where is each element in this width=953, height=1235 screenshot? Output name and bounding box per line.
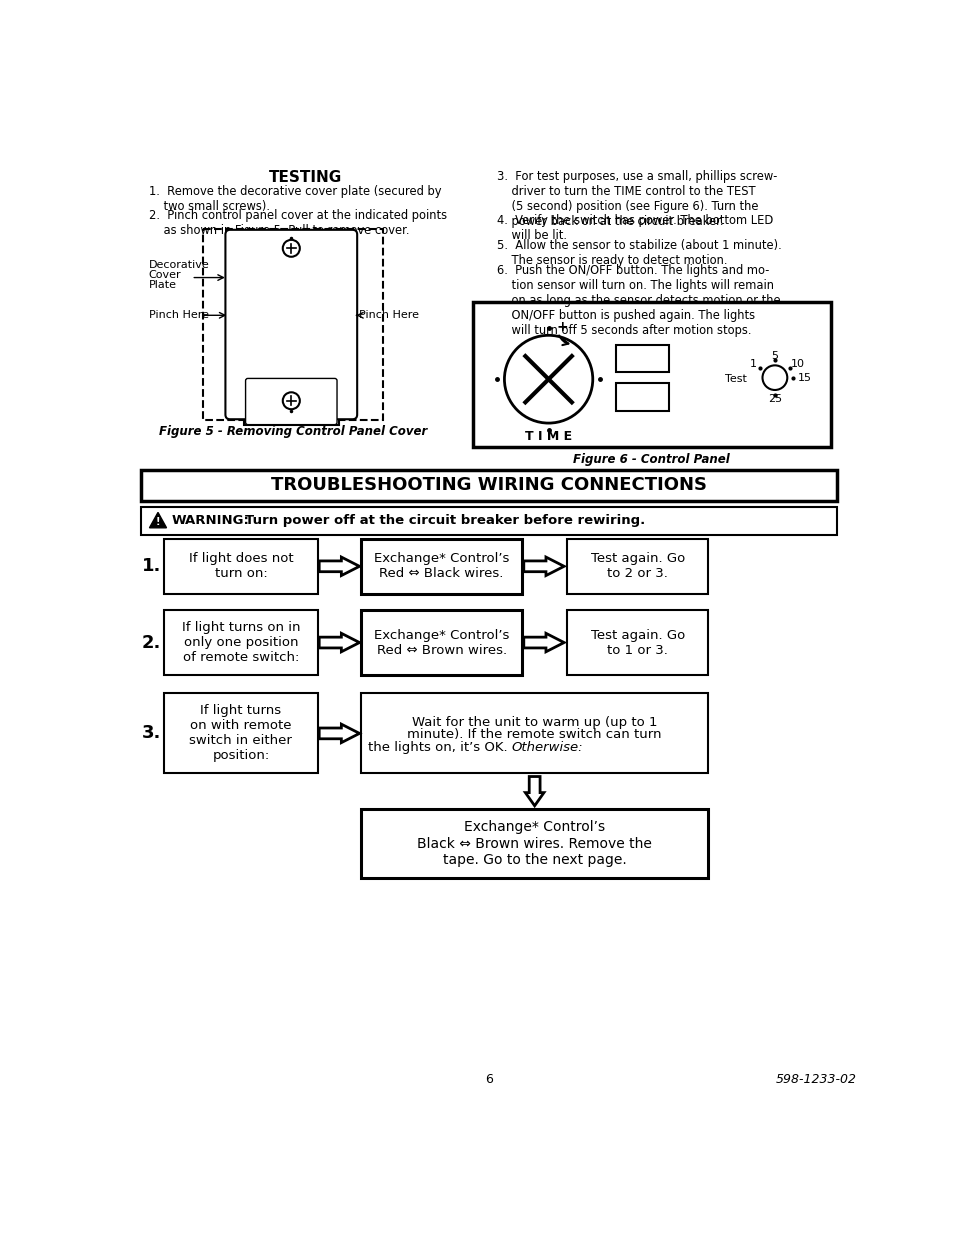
Text: 10: 10 (790, 359, 804, 369)
Bar (616, 383, 668, 411)
Text: 2.: 2. (142, 634, 161, 652)
Polygon shape (319, 557, 359, 576)
Text: 2.  Pinch control panel cover at the indicated points
    as shown in Figure 5. : 2. Pinch control panel cover at the indi… (149, 209, 446, 237)
Bar (244, 378, 338, 425)
Bar (164, 610, 317, 674)
Bar (616, 345, 668, 372)
Polygon shape (523, 557, 563, 576)
Text: 5: 5 (771, 351, 778, 361)
Text: Figure 5 - Removing Control Panel Cover: Figure 5 - Removing Control Panel Cover (158, 425, 427, 438)
Text: 1: 1 (749, 359, 756, 369)
Text: Pinch Here: Pinch Here (149, 310, 209, 320)
Text: Figure 6 - Control Panel: Figure 6 - Control Panel (573, 453, 729, 466)
Text: 598-1233-02: 598-1233-02 (776, 1073, 857, 1087)
Polygon shape (523, 634, 563, 652)
Text: Turn power off at the circuit breaker before rewiring.: Turn power off at the circuit breaker be… (245, 515, 644, 527)
Text: !: ! (155, 516, 160, 526)
Bar (567, 538, 707, 594)
Text: 3.: 3. (142, 725, 161, 742)
Text: Test again. Go
to 1 or 3.: Test again. Go to 1 or 3. (590, 629, 684, 657)
Bar (164, 538, 317, 594)
Text: Plate: Plate (149, 280, 176, 290)
Bar (360, 693, 707, 773)
Text: If light does not
turn on:: If light does not turn on: (189, 552, 293, 580)
Text: 4.  Verify the switch has power. The bottom LED
    will be lit.: 4. Verify the switch has power. The bott… (497, 215, 773, 242)
Text: 6: 6 (484, 1073, 493, 1087)
Text: WARNING:: WARNING: (172, 515, 250, 527)
Text: 15: 15 (797, 373, 810, 383)
Text: Exchange* Control’s
Red ⇔ Black wires.: Exchange* Control’s Red ⇔ Black wires. (374, 552, 509, 580)
Bar (254, 345, 289, 357)
Text: Pinch Here: Pinch Here (359, 310, 419, 320)
FancyBboxPatch shape (245, 378, 336, 425)
Bar (254, 359, 289, 372)
Bar (472, 303, 830, 447)
Bar (567, 610, 707, 674)
Text: Test: Test (724, 374, 746, 384)
Bar (141, 471, 836, 501)
Text: 5.  Allow the sensor to stabilize (about 1 minute).
    The sensor is ready to d: 5. Allow the sensor to stabilize (about … (497, 240, 781, 267)
Bar (203, 228, 382, 420)
Text: Decorative: Decorative (149, 261, 210, 270)
Text: Cover: Cover (149, 270, 181, 280)
Polygon shape (525, 777, 543, 805)
Bar (360, 610, 521, 674)
Text: 6.  Push the ON/OFF button. The lights and mo-
    tion sensor will turn on. The: 6. Push the ON/OFF button. The lights an… (497, 264, 781, 337)
Text: If light turns on in
only one position
of remote switch:: If light turns on in only one position o… (181, 621, 300, 664)
Text: TROUBLESHOOTING WIRING CONNECTIONS: TROUBLESHOOTING WIRING CONNECTIONS (271, 477, 706, 494)
Bar (241, 264, 340, 337)
Bar (164, 693, 317, 773)
Polygon shape (319, 724, 359, 742)
Text: minute). If the remote switch can turn: minute). If the remote switch can turn (407, 729, 661, 741)
Polygon shape (150, 513, 167, 527)
Text: Exchange* Control’s
Red ⇔ Brown wires.: Exchange* Control’s Red ⇔ Brown wires. (374, 629, 509, 657)
Bar (360, 809, 707, 878)
Text: 1.  Remove the decorative cover plate (secured by
    two small screws).: 1. Remove the decorative cover plate (se… (149, 185, 440, 214)
Text: +: + (557, 320, 568, 333)
Polygon shape (319, 634, 359, 652)
Text: Wait for the unit to warm up (up to 1: Wait for the unit to warm up (up to 1 (412, 716, 657, 729)
Bar (360, 538, 521, 594)
Text: TESTING: TESTING (269, 169, 341, 185)
Text: If light turns
on with remote
switch in either
position:: If light turns on with remote switch in … (190, 704, 292, 762)
Text: T I M E: T I M E (524, 430, 572, 442)
Text: Exchange* Control’s
Black ⇔ Brown wires. Remove the
tape. Go to the next page.: Exchange* Control’s Black ⇔ Brown wires.… (416, 820, 652, 867)
Bar (141, 508, 836, 535)
Text: 25: 25 (767, 394, 781, 404)
Text: 1.: 1. (142, 557, 161, 576)
Text: Test again. Go
to 2 or 3.: Test again. Go to 2 or 3. (590, 552, 684, 580)
FancyBboxPatch shape (225, 230, 356, 419)
Text: the lights on, it’s OK.: the lights on, it’s OK. (367, 741, 511, 753)
Text: Otherwise:: Otherwise: (511, 741, 582, 753)
Text: 3.  For test purposes, use a small, phillips screw-
    driver to turn the TIME : 3. For test purposes, use a small, phill… (497, 169, 777, 227)
